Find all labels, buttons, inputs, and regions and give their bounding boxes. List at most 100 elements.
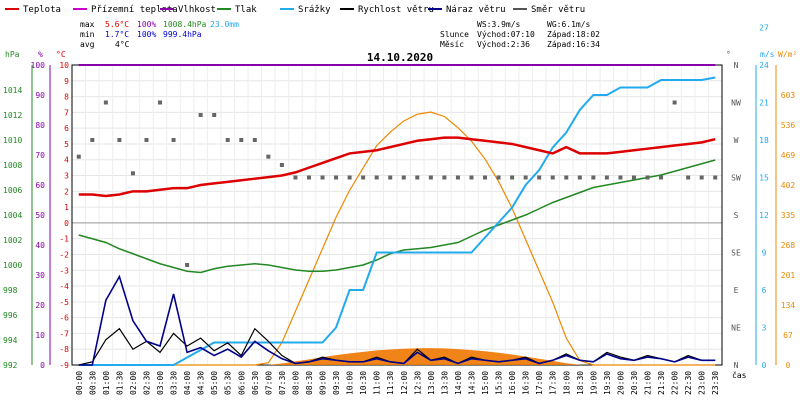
chart-legend: Teplota Přízemní teplota Vlhkost Tlak Srážky…	[5, 5, 585, 15]
wind-speed-info: WS:3.9m/s	[477, 20, 521, 29]
x-tick-label: 11:00	[373, 371, 382, 395]
wind-dir-point	[117, 138, 122, 142]
moon-rise: Východ:2:36	[477, 40, 530, 49]
x-tick-label: 01:00	[102, 371, 111, 395]
chart-title: 14.10.2020	[367, 51, 433, 64]
x-tick-label: 00:00	[75, 371, 84, 395]
tick-temperature_c: 6	[64, 124, 69, 133]
unit-hpa: hPa	[5, 50, 20, 59]
stat-avg-temp: 4°C	[115, 40, 130, 49]
unit-deg: °	[726, 50, 731, 59]
wind-dir-point	[577, 175, 582, 180]
tick-rain_mm: 18	[759, 136, 769, 145]
tick-humidity_pct: 60	[35, 181, 45, 190]
tick-rain_mm: 21	[759, 99, 769, 108]
axis-unit-labels: hPa % °C ° m/s W/m² čas	[5, 50, 797, 380]
tick-humidity_pct: 40	[35, 241, 45, 250]
tick-pressure_hpa: 998	[3, 286, 18, 295]
x-tick-label: 03:30	[170, 371, 179, 395]
x-tick-label: 10:30	[359, 371, 368, 395]
tick-pressure_hpa: 996	[3, 311, 18, 320]
tick-temperature_c: 1	[64, 203, 69, 212]
wind-dir-point	[415, 175, 420, 180]
series-line-rain	[78, 76, 716, 366]
tick-pressure_hpa: 994	[3, 336, 18, 345]
x-tick-label: 05:00	[210, 371, 219, 395]
stat-min-temp: 1.7°C	[105, 30, 129, 39]
tick-humidity_pct: 50	[35, 211, 45, 220]
wind-dir-point	[483, 175, 488, 180]
tick-temperature_c: 2	[64, 187, 69, 196]
wind-dir-point	[672, 100, 677, 105]
tick-rain_mm: 0	[762, 361, 767, 370]
tick-temperature_c: -6	[59, 314, 69, 323]
stat-min-label: min	[80, 30, 95, 39]
wind-dir-point	[279, 163, 284, 167]
tick-wind_dir_deg: N	[734, 61, 739, 70]
tick-humidity_pct: 90	[35, 91, 45, 100]
tick-solar_wm2: 536	[781, 121, 796, 130]
x-tick-label: 07:30	[278, 371, 287, 395]
wind-dir-point	[293, 175, 298, 180]
sun-rise: Východ:07:10	[477, 30, 535, 39]
wind-dir-point	[686, 175, 691, 180]
tick-rain_mm: 24	[759, 61, 769, 70]
wind-dir-point	[103, 100, 108, 105]
wind-dir-point	[713, 175, 718, 180]
tick-rain_mm: 9	[762, 249, 767, 258]
tick-humidity_pct: 10	[35, 331, 45, 340]
legend-label-6: Náraz větru	[446, 5, 506, 15]
tick-rain_mm: 15	[759, 174, 769, 183]
x-tick-label: 12:00	[400, 371, 409, 395]
x-tick-label: 05:30	[224, 371, 233, 395]
tick-temperature_c: 4	[64, 156, 69, 165]
wind-dir-point	[225, 138, 230, 142]
tick-solar_wm2: 134	[781, 301, 796, 310]
stat-min-hum: 100%	[137, 30, 156, 39]
x-tick-label: 22:00	[671, 371, 680, 395]
tick-rain_mm: 6	[762, 286, 767, 295]
wind-dir-point	[604, 175, 609, 180]
moon-label: Měsíc	[440, 40, 464, 49]
unit-degc: °C	[56, 50, 66, 59]
tick-temperature_c: -5	[59, 298, 69, 307]
legend-label-1: Přízemní teplota	[91, 5, 178, 15]
x-tick-label: 06:30	[251, 371, 260, 395]
tick-solar_wm2: 402	[781, 181, 796, 190]
tick-temperature_c: -1	[59, 235, 69, 244]
sun-set: Západ:18:02	[547, 30, 600, 39]
stat-rain: 23.0mm	[210, 20, 239, 29]
series-line-temperature	[78, 136, 716, 198]
x-tick-label: 20:00	[616, 371, 625, 395]
wind-dir-point	[144, 138, 149, 142]
x-tick-label: 01:30	[115, 371, 124, 395]
wind-dir-point	[401, 175, 406, 180]
x-tick-label: 16:00	[508, 371, 517, 395]
tick-temperature_c: -7	[59, 329, 69, 338]
x-tick-label: 23:30	[711, 371, 720, 395]
x-tick-label: 07:00	[264, 371, 273, 395]
x-tick-label: 18:30	[576, 371, 585, 395]
wind-dir-point	[523, 175, 528, 180]
tick-temperature_c: -3	[59, 266, 69, 275]
wind-dir-point	[699, 175, 704, 180]
stat-max-label: max	[80, 20, 95, 29]
tick-wind_dir_deg: SW	[731, 174, 741, 183]
x-tick-label: 11:30	[386, 371, 395, 395]
legend-label-7: Směr větru	[531, 5, 585, 15]
x-tick-label: 15:00	[481, 371, 490, 395]
x-tick-label: 13:30	[440, 371, 449, 395]
wind-dir-point	[239, 138, 244, 142]
tick-temperature_c: -9	[59, 361, 69, 370]
x-axis-labels: 00:00 00:30 01:00 01:30 02:00 02:30 03:00 03:30…	[75, 371, 720, 395]
solar-fill-area	[78, 348, 716, 365]
x-tick-label: 02:00	[129, 371, 138, 395]
wind-dir-point	[591, 175, 596, 180]
wind-dir-point	[388, 175, 393, 180]
tick-pressure_hpa: 1006	[3, 186, 22, 195]
wind-dir-point	[212, 113, 217, 117]
x-tick-label: 08:00	[291, 371, 300, 395]
wind-dir-point	[171, 138, 176, 142]
x-tick-label: 10:00	[346, 371, 355, 395]
wind-dir-point	[537, 175, 542, 180]
